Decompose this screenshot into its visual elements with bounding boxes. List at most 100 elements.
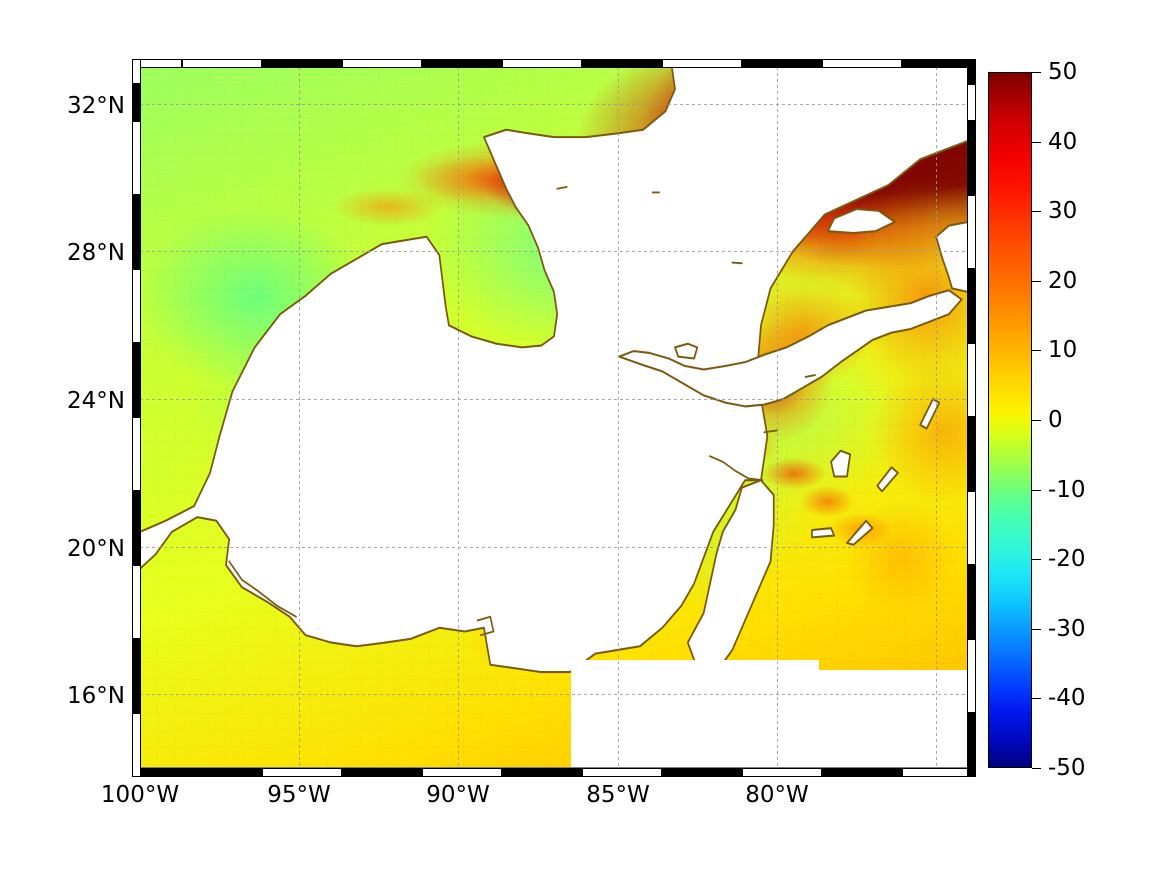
coast-misc-cay-2 [556, 185, 568, 190]
colorbar-label-neg50: -50 [1048, 755, 1086, 781]
colorbar-tick [1032, 141, 1041, 143]
gridline-lon-95W [299, 67, 300, 768]
xtick-label-0: 100°W [100, 782, 180, 808]
land-eleuthera [876, 466, 899, 493]
border-left-seg [132, 639, 141, 713]
border-right-seg [967, 417, 976, 491]
ytick-label-4: 16°N [67, 683, 125, 709]
border-right-seg [967, 269, 976, 343]
border-top-seg [262, 59, 342, 68]
border-left-seg [132, 195, 141, 269]
nodata-mask-step [570, 660, 819, 670]
land-cuba [618, 289, 963, 408]
land-abaco [846, 519, 874, 546]
border-right-seg [967, 195, 976, 269]
nodata-mask-south [570, 669, 968, 768]
xtick-label-1: 95°W [267, 782, 331, 808]
xtick-label-2: 90°W [426, 782, 490, 808]
border-bottom-seg [502, 768, 582, 777]
border-left-seg [132, 417, 141, 491]
coast-cay-sal [763, 429, 778, 434]
colorbar-tick [1032, 559, 1041, 561]
colorbar-label-neg40: -40 [1048, 685, 1086, 712]
border-left-seg [132, 343, 141, 417]
border-right-seg [967, 565, 976, 639]
gridline-lat-20N [140, 547, 968, 548]
ytick-label-0: 32°N [67, 93, 125, 119]
ytick-label-3: 20°N [67, 536, 125, 562]
border-bottom-seg [742, 768, 822, 777]
border-right-seg [967, 84, 976, 121]
gridline-lon-75W [936, 67, 937, 768]
ytick-label-1: 28°N [67, 240, 125, 266]
colorbar-label-neg30: -30 [1048, 615, 1086, 642]
border-left-seg [132, 59, 141, 84]
border-left-seg [132, 713, 141, 777]
colorbar-label-0: 0 [1048, 407, 1063, 433]
xtick-label-3: 85°W [586, 782, 650, 808]
land-north-america [140, 67, 968, 768]
land-isla-juventud [674, 342, 699, 360]
border-bottom-seg [662, 768, 742, 777]
colorbar-tick [1032, 768, 1041, 769]
border-right-seg [967, 59, 976, 84]
colorbar-label-neg20: -20 [1048, 546, 1086, 573]
coast-louisiana-delta [476, 615, 495, 637]
colorbar-tick [1032, 628, 1041, 630]
border-bottom-seg [342, 768, 422, 777]
land-jamaica [827, 208, 896, 235]
coast-texas-barrier [228, 560, 297, 618]
border-bottom-seg [182, 768, 262, 777]
land-hispaniola [935, 220, 968, 294]
border-bottom-seg [262, 768, 342, 777]
border-top-seg [822, 59, 902, 68]
border-top-seg [422, 59, 502, 68]
gridline-lat-28N [140, 251, 968, 252]
colorbar-label-40: 40 [1048, 128, 1078, 155]
colorbar-label-50: 50 [1048, 59, 1078, 85]
gridline-lon-80W [777, 67, 778, 768]
colorbar-gradient [988, 72, 1032, 768]
colorbar-tick [1032, 350, 1041, 352]
border-top-seg [342, 59, 422, 68]
colorbar[interactable]: 50 40 30 20 10 0 -10 -20 -30 -40 -50 [988, 59, 1086, 781]
gridline-lon-85W [618, 67, 619, 768]
gridline-lat-24N [140, 399, 968, 400]
border-right-seg [967, 639, 976, 713]
border-right-seg [967, 121, 976, 195]
colorbar-tick [1032, 420, 1041, 421]
gridline-lat-32N [140, 104, 968, 105]
coast-cayman [731, 261, 743, 265]
border-right-seg [967, 343, 976, 417]
border-top-seg [742, 59, 822, 68]
border-top-seg [902, 59, 976, 68]
map-axes [140, 67, 968, 768]
border-bottom-seg [132, 768, 182, 777]
border-top-seg [582, 59, 662, 68]
border-top-seg [182, 59, 262, 68]
border-bottom-seg [822, 768, 902, 777]
colorbar-tick [1032, 72, 1041, 73]
colorbar-tick [1032, 698, 1041, 700]
border-right-seg [967, 491, 976, 565]
colorbar-label-neg10: -10 [1048, 476, 1086, 503]
border-bottom-seg [422, 768, 502, 777]
gridline-lon-90W [458, 67, 459, 768]
colorbar-label-30: 30 [1048, 198, 1078, 225]
border-bottom-seg [902, 768, 976, 777]
colorbar-tick [1032, 280, 1041, 282]
border-left-seg [132, 121, 141, 195]
gridline-lat-16N [140, 694, 968, 695]
coastline-overlay [140, 67, 968, 768]
xtick-label-4: 80°W [745, 782, 809, 808]
land-grand-bahama [811, 527, 836, 539]
colorbar-tick [1032, 211, 1041, 213]
border-top-seg [502, 59, 582, 68]
colorbar-tick [1032, 489, 1041, 491]
map-data-area [140, 67, 968, 768]
border-left-seg [132, 491, 141, 565]
border-bottom-seg [582, 768, 662, 777]
land-andros [830, 449, 852, 478]
border-left-seg [132, 84, 141, 121]
